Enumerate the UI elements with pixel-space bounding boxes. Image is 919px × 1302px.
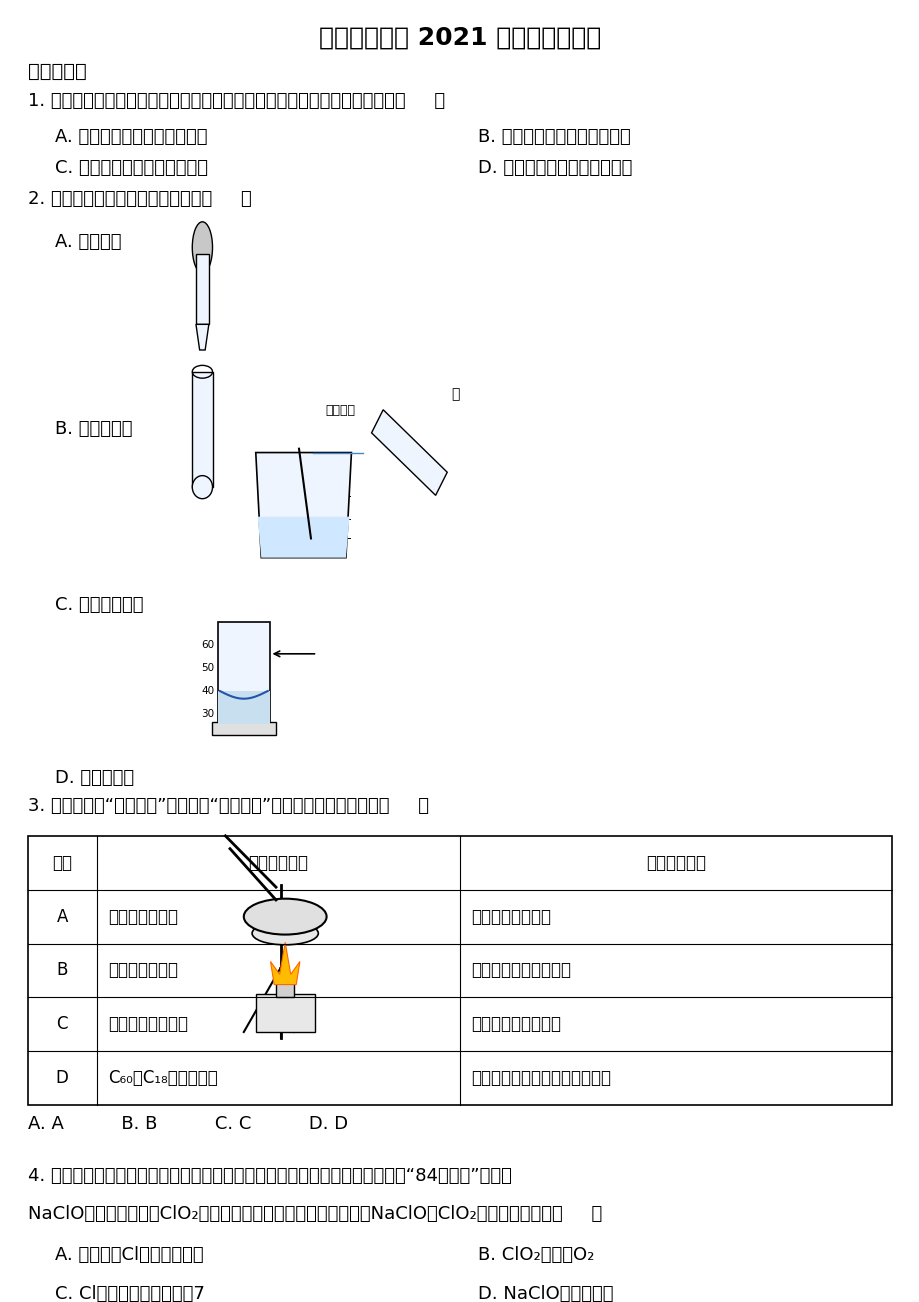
Bar xyxy=(276,982,294,997)
Text: C: C xyxy=(56,1016,68,1034)
Text: 分子是保持物质性质的最小粒子: 分子是保持物质性质的最小粒子 xyxy=(471,1069,610,1087)
Text: D. 移走蒸发皿: D. 移走蒸发皿 xyxy=(55,769,134,788)
Text: 微观原因探析: 微观原因探析 xyxy=(645,854,706,872)
Text: A. 滴加试剂: A. 滴加试剂 xyxy=(55,233,121,251)
Text: 分子在不停地运动: 分子在不停地运动 xyxy=(471,907,550,926)
Text: 这些果汁中含有氢离子: 这些果汁中含有氢离子 xyxy=(471,961,571,979)
Text: 不断搅拌: 不断搅拌 xyxy=(325,404,355,417)
Ellipse shape xyxy=(192,221,212,273)
Text: NaClO）、二氧化氯（ClO₂）都是常用的含氯消毒剂，下列有关NaClO、ClO₂的叙述正确的是（     ）: NaClO）、二氧化氯（ClO₂）都是常用的含氯消毒剂，下列有关NaClO、Cl… xyxy=(28,1206,601,1223)
Polygon shape xyxy=(270,943,300,984)
Text: 4. 新冠疫情当前在一些国家和地区仍呈失控之势，消毒能有效阻止病毒传播。“84消毒液”（含有: 4. 新冠疫情当前在一些国家和地区仍呈失控之势，消毒能有效阻止病毒传播。“84消… xyxy=(28,1167,511,1185)
Bar xyxy=(28,836,891,1105)
Polygon shape xyxy=(257,517,349,557)
Text: D. 加热使某冷却变形合金复原: D. 加热使某冷却变形合金复原 xyxy=(478,159,632,177)
Text: B. 在云层中撒布干冰人工降雨: B. 在云层中撒布干冰人工降雨 xyxy=(478,128,630,146)
Text: 60: 60 xyxy=(201,639,214,650)
Text: 冰融化后体积变小: 冰融化后体积变小 xyxy=(108,1016,187,1034)
Text: 50: 50 xyxy=(201,663,214,673)
Polygon shape xyxy=(255,453,351,557)
Bar xyxy=(211,721,276,734)
Text: 选项: 选项 xyxy=(52,854,72,872)
Text: A. 两物质中Cl的化合价相同: A. 两物质中Cl的化合价相同 xyxy=(55,1246,204,1264)
Text: C. 读取液体体积: C. 读取液体体积 xyxy=(55,596,143,615)
Text: B. ClO₂中含有O₂: B. ClO₂中含有O₂ xyxy=(478,1246,594,1264)
Text: 很多果汁有酸味: 很多果汁有酸味 xyxy=(108,961,177,979)
Text: 一、单选题: 一、单选题 xyxy=(28,61,86,81)
Bar xyxy=(218,622,269,724)
Bar xyxy=(196,254,209,324)
Text: B: B xyxy=(56,961,68,979)
Text: 贵州省黔西南 2021 年中考化学试题: 贵州省黔西南 2021 年中考化学试题 xyxy=(319,26,600,49)
Ellipse shape xyxy=(252,922,318,945)
Bar xyxy=(218,691,269,724)
Text: C₆₀与C₁₈的性状不同: C₆₀与C₁₈的性状不同 xyxy=(108,1069,217,1087)
Text: A. 用肥皂水区分出软水和硬水: A. 用肥皂水区分出软水和硬水 xyxy=(55,128,208,146)
Text: 水: 水 xyxy=(450,387,460,401)
Text: D: D xyxy=(56,1069,69,1087)
Text: 浓硫酸: 浓硫酸 xyxy=(293,534,313,543)
Text: 墙内开花墙外香: 墙内开花墙外香 xyxy=(108,907,177,926)
Text: 3. 化学既需要“见微知著”，又需要“见著知微”。下列分析不合理的是（     ）: 3. 化学既需要“见微知著”，又需要“见著知微”。下列分析不合理的是（ ） xyxy=(28,797,428,815)
Bar xyxy=(192,372,212,487)
Text: B. 稀释浓硫酸: B. 稀释浓硫酸 xyxy=(55,421,132,439)
Text: 宏观现象辨识: 宏观现象辨识 xyxy=(248,854,308,872)
Text: 分子间间隔可以改变: 分子间间隔可以改变 xyxy=(471,1016,561,1034)
Text: 1. 化学使生活更美好。下列与生活相关的做法中，一定发生了化学变化的是（     ）: 1. 化学使生活更美好。下列与生活相关的做法中，一定发生了化学变化的是（ ） xyxy=(28,92,444,111)
Text: 40: 40 xyxy=(201,686,214,697)
Text: A. A          B. B          C. C          D. D: A. A B. B C. C D. D xyxy=(28,1116,347,1133)
Polygon shape xyxy=(371,410,447,495)
Polygon shape xyxy=(196,324,209,350)
Text: A: A xyxy=(56,907,68,926)
Text: D. NaClO含氯率更高: D. NaClO含氯率更高 xyxy=(478,1285,613,1302)
Text: 2. 下列图示的实验操作，正确的是（     ）: 2. 下列图示的实验操作，正确的是（ ） xyxy=(28,190,251,208)
Text: C. 用活性炭除去冰箱中的异味: C. 用活性炭除去冰箱中的异味 xyxy=(55,159,208,177)
Ellipse shape xyxy=(192,475,212,499)
Bar xyxy=(255,993,314,1032)
Text: C. Cl核外最外层电子数为7: C. Cl核外最外层电子数为7 xyxy=(55,1285,205,1302)
Ellipse shape xyxy=(244,898,326,935)
Text: 30: 30 xyxy=(201,710,214,719)
